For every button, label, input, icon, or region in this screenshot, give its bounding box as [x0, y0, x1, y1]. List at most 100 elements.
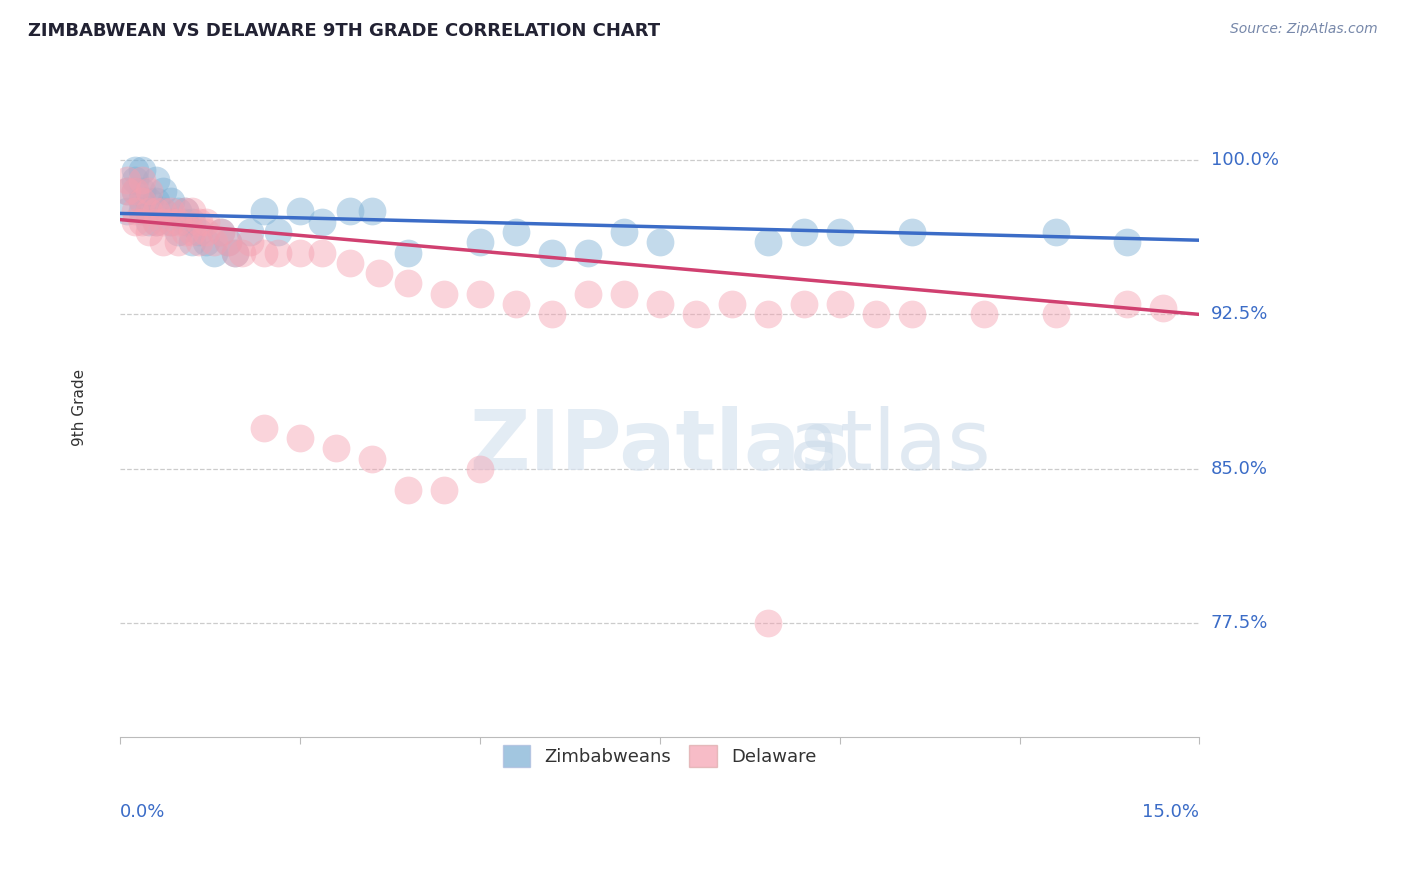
Point [339, 204, 361, 219]
Point [267, 225, 290, 239]
Point [468, 235, 491, 250]
Point [145, 215, 167, 229]
Point [159, 215, 181, 229]
Point [152, 215, 174, 229]
Point [253, 245, 276, 260]
Point [396, 277, 419, 291]
Point [217, 235, 239, 250]
Point [209, 225, 232, 239]
Point [224, 245, 246, 260]
Point [720, 297, 742, 311]
Point [339, 256, 361, 270]
Point [181, 204, 204, 219]
Point [253, 421, 276, 435]
Point [166, 204, 188, 219]
Text: 9th Grade: 9th Grade [72, 368, 87, 446]
Point [540, 307, 562, 321]
Point [1116, 297, 1139, 311]
Point [152, 204, 174, 219]
Point [311, 215, 333, 229]
Text: Source: ZipAtlas.com: Source: ZipAtlas.com [1230, 22, 1378, 37]
Point [117, 184, 139, 198]
Point [648, 297, 671, 311]
Point [138, 204, 160, 219]
Point [195, 235, 218, 250]
Point [433, 286, 456, 301]
Point [174, 225, 197, 239]
Text: 0.0%: 0.0% [120, 803, 166, 821]
Point [361, 451, 384, 466]
Point [124, 163, 146, 178]
Point [124, 184, 146, 198]
Point [166, 225, 188, 239]
Point [576, 245, 599, 260]
Point [253, 204, 276, 219]
Point [159, 215, 181, 229]
Point [224, 245, 246, 260]
Text: 15.0%: 15.0% [1143, 803, 1199, 821]
Point [865, 307, 887, 321]
Point [145, 215, 167, 229]
Point [138, 194, 160, 208]
Point [685, 307, 707, 321]
Point [288, 204, 311, 219]
Point [368, 266, 391, 280]
Point [138, 225, 160, 239]
Point [468, 286, 491, 301]
Point [131, 215, 153, 229]
Text: atlas: atlas [789, 406, 991, 487]
Point [1045, 307, 1067, 321]
Text: ZIMBABWEAN VS DELAWARE 9TH GRADE CORRELATION CHART: ZIMBABWEAN VS DELAWARE 9TH GRADE CORRELA… [28, 22, 661, 40]
Point [231, 245, 253, 260]
Point [267, 245, 290, 260]
Point [828, 297, 851, 311]
Point [188, 235, 211, 250]
Point [396, 245, 419, 260]
Point [124, 204, 146, 219]
Point [239, 235, 262, 250]
Point [124, 184, 146, 198]
Point [505, 225, 527, 239]
Point [124, 215, 146, 229]
Point [648, 235, 671, 250]
Point [468, 462, 491, 476]
Point [188, 225, 211, 239]
Point [288, 431, 311, 445]
Point [138, 184, 160, 198]
Point [131, 163, 153, 178]
Point [195, 225, 218, 239]
Point [1045, 225, 1067, 239]
Point [613, 286, 636, 301]
Text: ZIPatlas: ZIPatlas [470, 406, 851, 487]
Text: 92.5%: 92.5% [1211, 305, 1268, 324]
Point [145, 204, 167, 219]
Point [202, 245, 225, 260]
Point [288, 245, 311, 260]
Point [239, 225, 262, 239]
Point [145, 194, 167, 208]
Point [900, 307, 922, 321]
Point [900, 225, 922, 239]
Point [117, 173, 139, 187]
Point [159, 204, 181, 219]
Point [131, 194, 153, 208]
Point [131, 173, 153, 187]
Point [1152, 301, 1174, 316]
Point [756, 616, 779, 631]
Point [138, 204, 160, 219]
Text: 85.0%: 85.0% [1211, 460, 1268, 478]
Text: 100.0%: 100.0% [1211, 151, 1278, 169]
Point [174, 215, 197, 229]
Point [1116, 235, 1139, 250]
Text: 77.5%: 77.5% [1211, 615, 1268, 632]
Point [181, 225, 204, 239]
Point [166, 235, 188, 250]
Point [505, 297, 527, 311]
Point [793, 297, 815, 311]
Point [325, 442, 347, 456]
Point [311, 245, 333, 260]
Point [117, 204, 139, 219]
Point [540, 245, 562, 260]
Point [209, 225, 232, 239]
Point [433, 483, 456, 497]
